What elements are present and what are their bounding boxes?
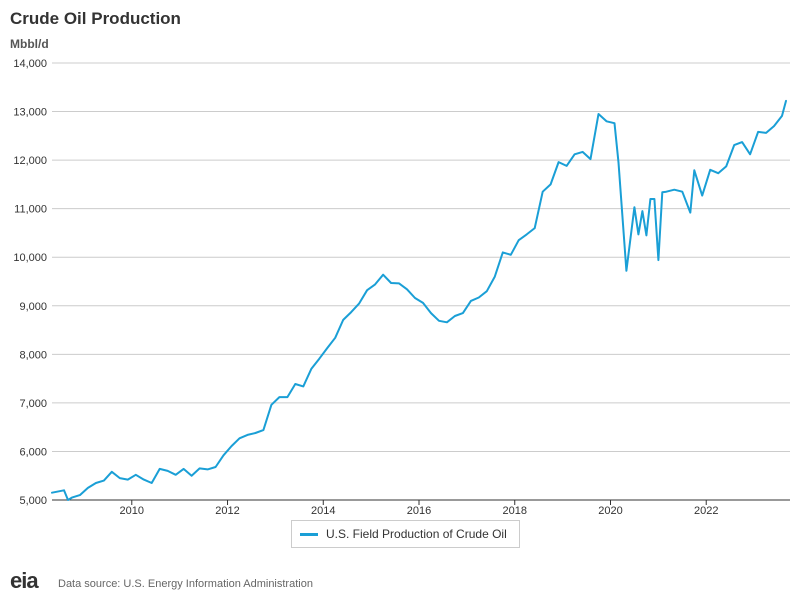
x-tick-label: 2018 [503,505,527,515]
x-tick-label: 2014 [311,505,335,515]
y-tick-label: 9,000 [19,301,47,313]
chart-title: Crude Oil Production [10,9,181,28]
y-tick-label: 8,000 [19,349,47,361]
y-tick-label: 12,000 [13,155,47,167]
y-tick-label: 5,000 [19,495,47,507]
y-tick-label: 13,000 [13,107,47,119]
legend[interactable]: U.S. Field Production of Crude Oil [291,520,520,548]
eia-logo-text: eia [10,568,39,593]
x-tick-label: 2016 [407,505,431,515]
legend-label: U.S. Field Production of Crude Oil [326,527,507,541]
x-tick-label: 2012 [215,505,239,515]
legend-swatch [300,532,318,536]
y-tick-label: 11,000 [14,204,47,216]
y-tick-label: 14,000 [13,58,47,70]
eia-logo: eia [10,568,39,594]
data-source: Data source: U.S. Energy Information Adm… [58,578,313,590]
chart-plot: 5,000 6,000 7,000 8,000 9,000 10,000 11,000 12,… [13,58,790,515]
y-tick-label: 7,000 [19,398,47,410]
y-tick-label: 6,000 [19,446,47,458]
x-tick-label: 2022 [694,505,718,515]
x-tick-label: 2010 [120,505,144,515]
x-tick-label: 2020 [598,505,622,515]
y-tick-label: 10,000 [13,252,47,264]
series-line [51,99,787,501]
y-axis-units: Mbbl/d [10,37,49,51]
